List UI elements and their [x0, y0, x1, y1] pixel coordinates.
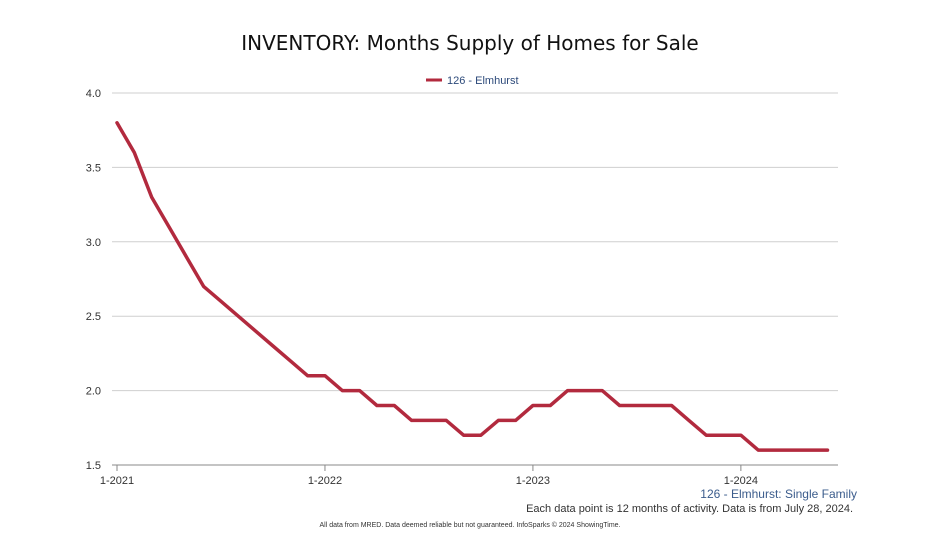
series — [115, 121, 830, 452]
x-tick-label: 1-2023 — [516, 475, 550, 487]
y-tick-label: 2.0 — [86, 386, 101, 398]
y-tick-label: 1.5 — [86, 460, 101, 472]
y-tick-label: 4.0 — [86, 88, 101, 100]
x-tick-label: 1-2024 — [724, 475, 758, 487]
footnote: Each data point is 12 months of activity… — [526, 503, 853, 515]
y-axis: 1.5 2.0 2.5 3.0 3.5 4.0 — [86, 88, 101, 472]
series-note: 126 - Elmhurst: Single Family — [700, 487, 857, 501]
series-line-elmhurst — [115, 121, 830, 452]
x-tick-label: 1-2022 — [308, 475, 342, 487]
chart-title: INVENTORY: Months Supply of Homes for Sa… — [241, 31, 699, 55]
y-tick-label: 2.5 — [86, 311, 101, 323]
x-tick-label: 1-2021 — [100, 475, 134, 487]
legend: 126 - Elmhurst — [426, 75, 519, 87]
disclaimer: All data from MRED. Data deemed reliable… — [319, 521, 620, 529]
y-tick-label: 3.5 — [86, 162, 101, 174]
x-axis: 1-2021 1-2022 1-2023 1-2024 — [100, 465, 758, 487]
y-tick-label: 3.0 — [86, 237, 101, 249]
gridlines — [112, 92, 838, 392]
legend-label: 126 - Elmhurst — [447, 75, 519, 87]
